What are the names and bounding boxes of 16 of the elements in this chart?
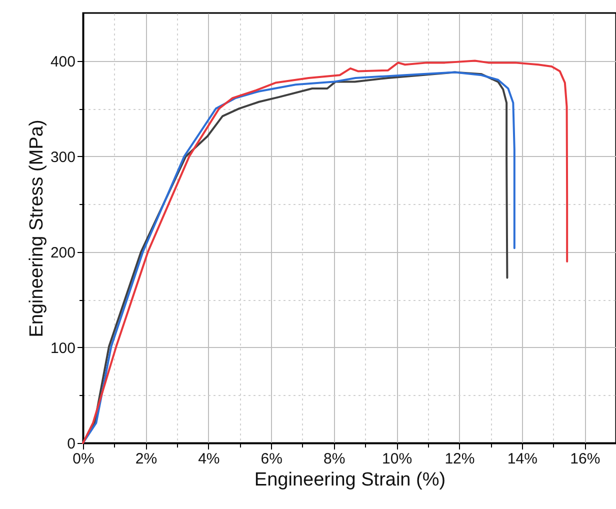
x-tick-label: 2% — [135, 450, 158, 468]
y-tick-label: 300 — [50, 148, 76, 166]
x-tick-label: 12% — [444, 450, 475, 468]
x-tick-label: 14% — [507, 450, 538, 468]
x-tick-label: 8% — [323, 450, 346, 468]
y-axis-title: Engineering Stress (MPa) — [26, 120, 48, 338]
x-axis-title: Engineering Strain (%) — [254, 470, 446, 490]
x-tick-label: 6% — [260, 450, 282, 468]
y-tick-label: 100 — [50, 340, 76, 357]
x-tick-label: 10% — [382, 450, 412, 468]
x-tick-label: 4% — [198, 450, 220, 468]
y-tick-label: 400 — [50, 53, 76, 70]
y-tick-label: 0 — [67, 436, 76, 452]
x-tick-label: 16% — [570, 450, 600, 468]
x-tick-label: 0% — [72, 450, 94, 468]
y-tick-label: 200 — [50, 244, 76, 262]
